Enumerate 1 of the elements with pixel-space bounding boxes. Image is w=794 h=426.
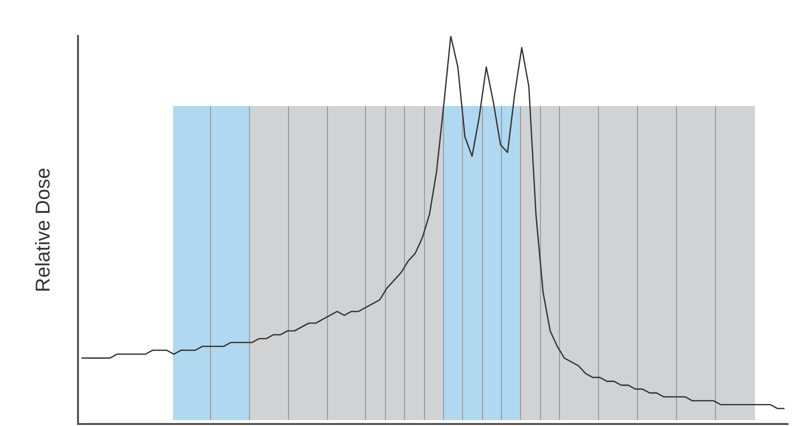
y-axis-title: Relative Dose: [32, 168, 55, 292]
